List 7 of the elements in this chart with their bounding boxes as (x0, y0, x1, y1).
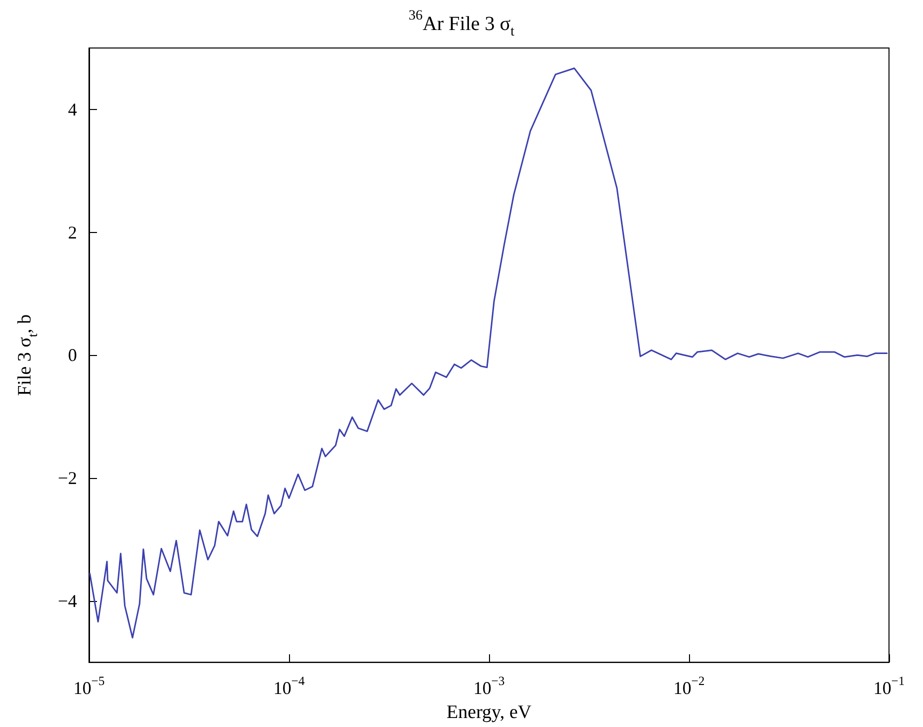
y-axis-title: File 3 σt, b (14, 314, 40, 396)
y-tick-label: 2 (68, 222, 77, 242)
y-tick-label: −4 (58, 590, 77, 611)
y-tick-label: −2 (58, 468, 77, 488)
x-axis-title: Energy, eV (446, 702, 532, 723)
y-tick-label: 0 (68, 345, 77, 366)
y-tick-label: 4 (68, 99, 77, 120)
